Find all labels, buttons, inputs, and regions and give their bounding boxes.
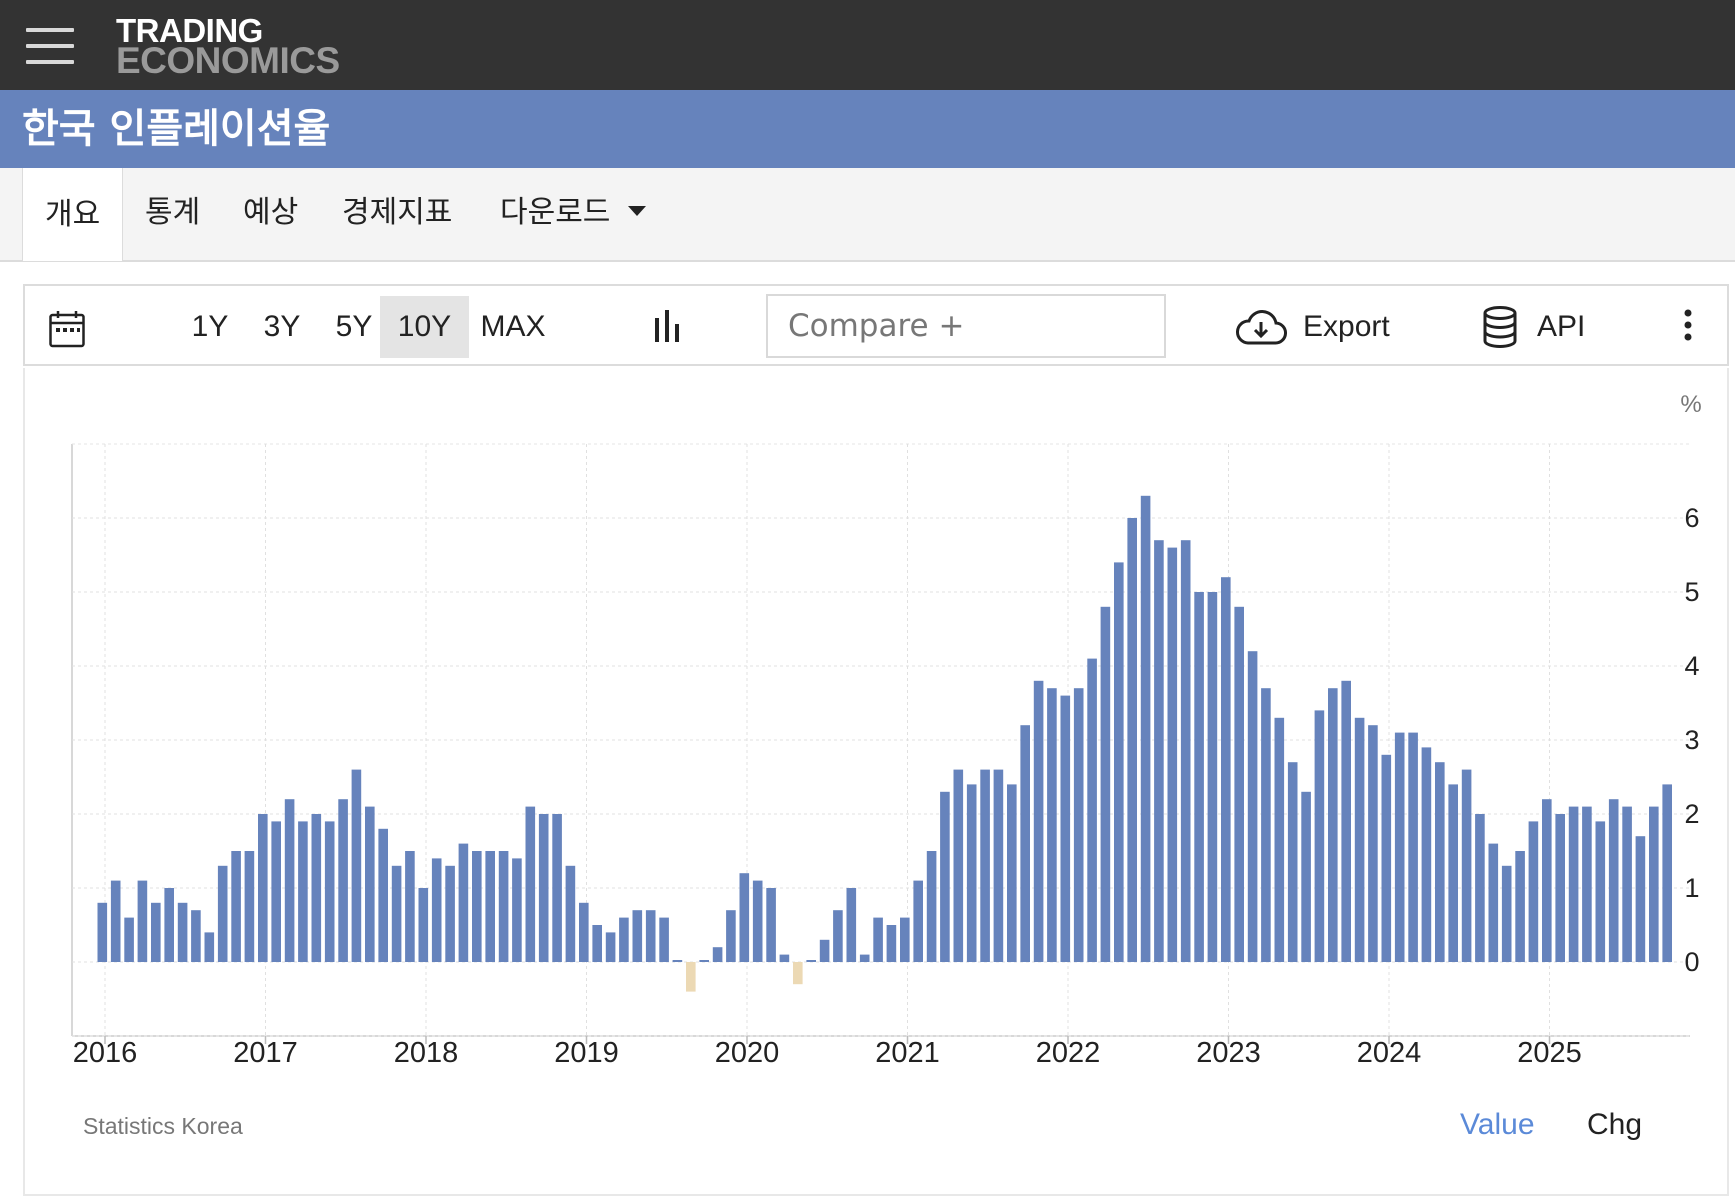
- cloud-download-icon[interactable]: [1235, 310, 1287, 346]
- bar-chart-icon[interactable]: [652, 310, 684, 344]
- title-bar: 한국 인플레이션율: [0, 90, 1735, 168]
- api-button[interactable]: API: [1537, 310, 1586, 343]
- tab-statistics[interactable]: 통계: [145, 188, 200, 238]
- tab-indicators-label: 경제지표: [342, 195, 453, 230]
- tab-download-label: 다운로드: [500, 195, 611, 230]
- chart-panel: [23, 368, 1729, 1196]
- top-bar: TRADING ECONOMICS: [0, 0, 1735, 90]
- tab-forecast-label: 예상: [243, 195, 299, 230]
- logo-line-1: TRADING: [116, 12, 263, 49]
- tab-bar: 개요 통계 예상 경제지표 다운로드: [0, 168, 1735, 262]
- chart-toolbar: 1Y 3Y 5Y 10Y MAX Compare + Export API: [23, 284, 1729, 366]
- tab-overview[interactable]: 개요: [22, 168, 124, 261]
- tab-statistics-label: 통계: [145, 195, 201, 230]
- tab-download[interactable]: 다운로드: [500, 188, 647, 238]
- compare-input[interactable]: Compare +: [766, 294, 1166, 358]
- calendar-icon[interactable]: [49, 310, 85, 348]
- value-mode-button[interactable]: Value: [1460, 1108, 1535, 1141]
- menu-icon[interactable]: [26, 28, 74, 64]
- export-button[interactable]: Export: [1303, 310, 1390, 343]
- range-1y-button[interactable]: 1Y: [191, 310, 229, 343]
- database-icon[interactable]: [1482, 306, 1518, 348]
- tab-indicators[interactable]: 경제지표: [342, 188, 452, 238]
- range-10y-button[interactable]: 10Y: [380, 296, 469, 358]
- chevron-down-icon: [628, 205, 647, 216]
- range-max-button[interactable]: MAX: [480, 310, 546, 343]
- page-title: 한국 인플레이션율: [22, 106, 331, 152]
- tab-overview-label: 개요: [45, 197, 101, 232]
- range-3y-button[interactable]: 3Y: [263, 310, 301, 343]
- logo-line-2: ECONOMICS: [116, 40, 340, 81]
- more-vertical-icon[interactable]: [1683, 308, 1693, 344]
- range-5y-button[interactable]: 5Y: [335, 310, 373, 343]
- logo[interactable]: TRADING ECONOMICS: [116, 12, 340, 81]
- chg-mode-button[interactable]: Chg: [1587, 1108, 1643, 1141]
- source-label: Statistics Korea: [83, 1113, 243, 1139]
- tab-forecast[interactable]: 예상: [243, 188, 298, 238]
